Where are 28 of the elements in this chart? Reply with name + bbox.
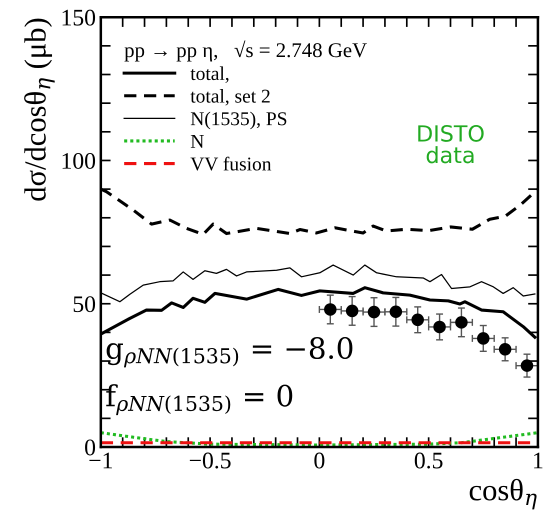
point (368, 306, 380, 318)
point (346, 304, 358, 318)
legend-label: total, (190, 66, 228, 83)
x-tick-label: 1 (534, 452, 542, 468)
legend-label: VV fusion (190, 156, 272, 171)
x-tick-label: −0.5 (190, 452, 231, 469)
point (324, 303, 337, 316)
point (498, 343, 512, 356)
annotation: DISTO data (418, 125, 484, 164)
point (477, 332, 490, 345)
point (433, 320, 446, 334)
y-tick-label: 50 (74, 296, 96, 312)
point (455, 316, 468, 329)
x-axis-title: cosθ$_{η}$ (470, 478, 537, 510)
annotation: f$_{ρNN(1535)}$ = 0 (106, 384, 292, 416)
legend-label: N(1535), PS (190, 112, 286, 130)
point (411, 314, 424, 326)
legend-label: total, set 2 (190, 89, 270, 106)
point (390, 306, 402, 318)
legend-title: pp → pp η, √s = 2.748 GeV (124, 40, 367, 62)
legend-label: N (190, 135, 204, 148)
y-tick-label: 100 (62, 152, 96, 169)
x-tick-label: 0.5 (414, 452, 442, 469)
point (520, 359, 534, 372)
x-tick-label: 0 (314, 452, 324, 468)
annotation: g$_{ρNN(1535)}$ = −8.0 (106, 337, 352, 368)
y-tick-label: 150 (62, 10, 96, 26)
y-axis-title: dσ/dcosθ$_{η}$ (μb) (24, 18, 55, 201)
